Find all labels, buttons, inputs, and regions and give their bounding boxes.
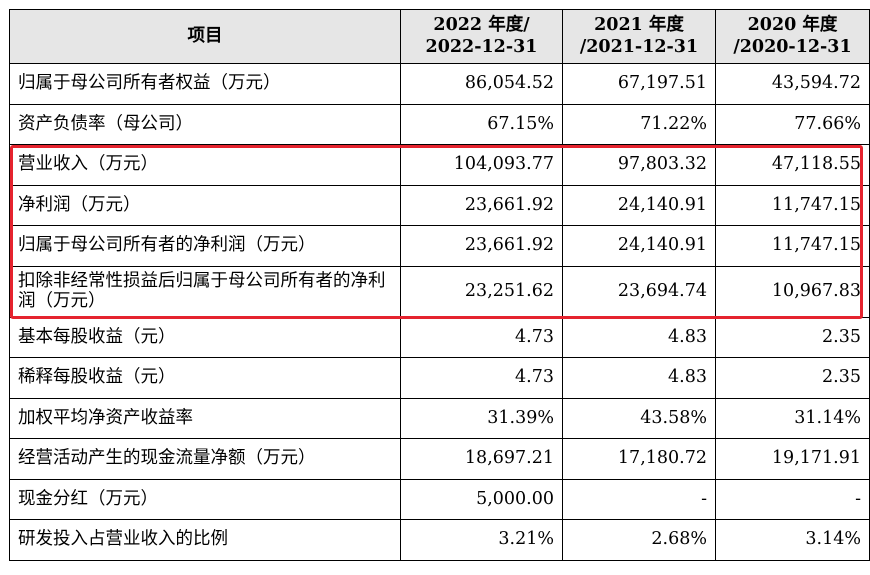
value-2022: 104,093.77 [400,144,563,186]
header-date-label: 2022-12-31 [425,36,538,57]
table-row: 经营活动产生的现金流量净额（万元） 18,697.21 17,180.72 19… [9,438,870,480]
value-2022: 4.73 [400,316,563,358]
header-date-label: /2020-12-31 [733,36,852,57]
value-2021: 23,694.74 [562,265,716,318]
header-year-label: 2020 年度 [747,14,838,35]
table-row: 扣除非经常性损益后归属于母公司所有者的净利润（万元） 23,251.62 23,… [9,265,870,318]
value-2022: 23,661.92 [400,184,563,226]
value-2020: 19,171.91 [715,438,870,480]
header-year-2022: 2022 年度/ 2022-12-31 [400,9,563,64]
value-2021: - [562,478,716,520]
table-row: 净利润（万元） 23,661.92 24,140.91 11,747.15 [9,184,870,226]
table-row: 加权平均净资产收益率 31.39% 43.58% 31.14% [9,397,870,439]
value-2020: 2.35 [715,357,870,399]
value-2022: 5,000.00 [400,478,563,520]
value-2021: 2.68% [562,519,716,561]
table-row: 归属于母公司所有者的净利润（万元） 23,661.92 24,140.91 11… [9,225,870,267]
row-label: 扣除非经常性损益后归属于母公司所有者的净利润（万元） [9,265,401,318]
header-date-label: /2021-12-31 [579,36,699,57]
row-label: 归属于母公司所有者权益（万元） [9,63,401,105]
value-2022: 86,054.52 [400,63,563,105]
value-2020: 11,747.15 [715,184,870,226]
row-label: 加权平均净资产收益率 [9,397,401,439]
table-row: 营业收入（万元） 104,093.77 97,803.32 47,118.55 [9,144,870,186]
header-year-2020: 2020 年度 /2020-12-31 [715,9,870,64]
value-2020: 3.14% [715,519,870,561]
value-2021: 71.22% [562,103,716,145]
header-item: 项目 [9,9,401,64]
table-row: 基本每股收益（元） 4.73 4.83 2.35 [9,316,870,358]
header-year-label: 2021 年度 [594,14,684,35]
value-2021: 24,140.91 [562,184,716,226]
row-label: 资产负债率（母公司） [9,103,401,145]
row-label: 净利润（万元） [9,184,401,226]
value-2022: 31.39% [400,397,563,439]
row-label: 基本每股收益（元） [9,316,401,358]
table-row: 现金分红（万元） 5,000.00 - - [9,478,870,520]
value-2021: 17,180.72 [562,438,716,480]
value-2021: 43.58% [562,397,716,439]
value-2020: 10,967.83 [715,265,870,318]
value-2022: 23,251.62 [400,265,563,318]
table-row: 稀释每股收益（元） 4.73 4.83 2.35 [9,357,870,399]
financial-data-table: 项目 2022 年度/ 2022-12-31 2021 年度 /2021-12-… [9,9,870,561]
value-2020: 77.66% [715,103,870,145]
value-2020: 31.14% [715,397,870,439]
value-2021: 67,197.51 [562,63,716,105]
value-2021: 4.83 [562,316,716,358]
row-label: 稀释每股收益（元） [9,357,401,399]
value-2020: 11,747.15 [715,225,870,267]
row-label: 归属于母公司所有者的净利润（万元） [9,225,401,267]
value-2022: 3.21% [400,519,563,561]
value-2020: 47,118.55 [715,144,870,186]
value-2021: 97,803.32 [562,144,716,186]
header-year-label: 2022 年度/ [433,14,530,35]
value-2022: 23,661.92 [400,225,563,267]
value-2020: 43,594.72 [715,63,870,105]
table-row: 归属于母公司所有者权益（万元） 86,054.52 67,197.51 43,5… [9,63,870,105]
table-header-row: 项目 2022 年度/ 2022-12-31 2021 年度 /2021-12-… [9,9,870,64]
row-label: 营业收入（万元） [9,144,401,186]
row-label: 经营活动产生的现金流量净额（万元） [9,438,401,480]
table-row: 资产负债率（母公司） 67.15% 71.22% 77.66% [9,103,870,145]
value-2020: - [715,478,870,520]
value-2021: 24,140.91 [562,225,716,267]
row-label: 研发投入占营业收入的比例 [9,519,401,561]
value-2022: 18,697.21 [400,438,563,480]
value-2022: 67.15% [400,103,563,145]
value-2022: 4.73 [400,357,563,399]
value-2020: 2.35 [715,316,870,358]
row-label: 现金分红（万元） [9,478,401,520]
header-year-2021: 2021 年度 /2021-12-31 [562,9,716,64]
value-2021: 4.83 [562,357,716,399]
table-row: 研发投入占营业收入的比例 3.21% 2.68% 3.14% [9,519,870,561]
